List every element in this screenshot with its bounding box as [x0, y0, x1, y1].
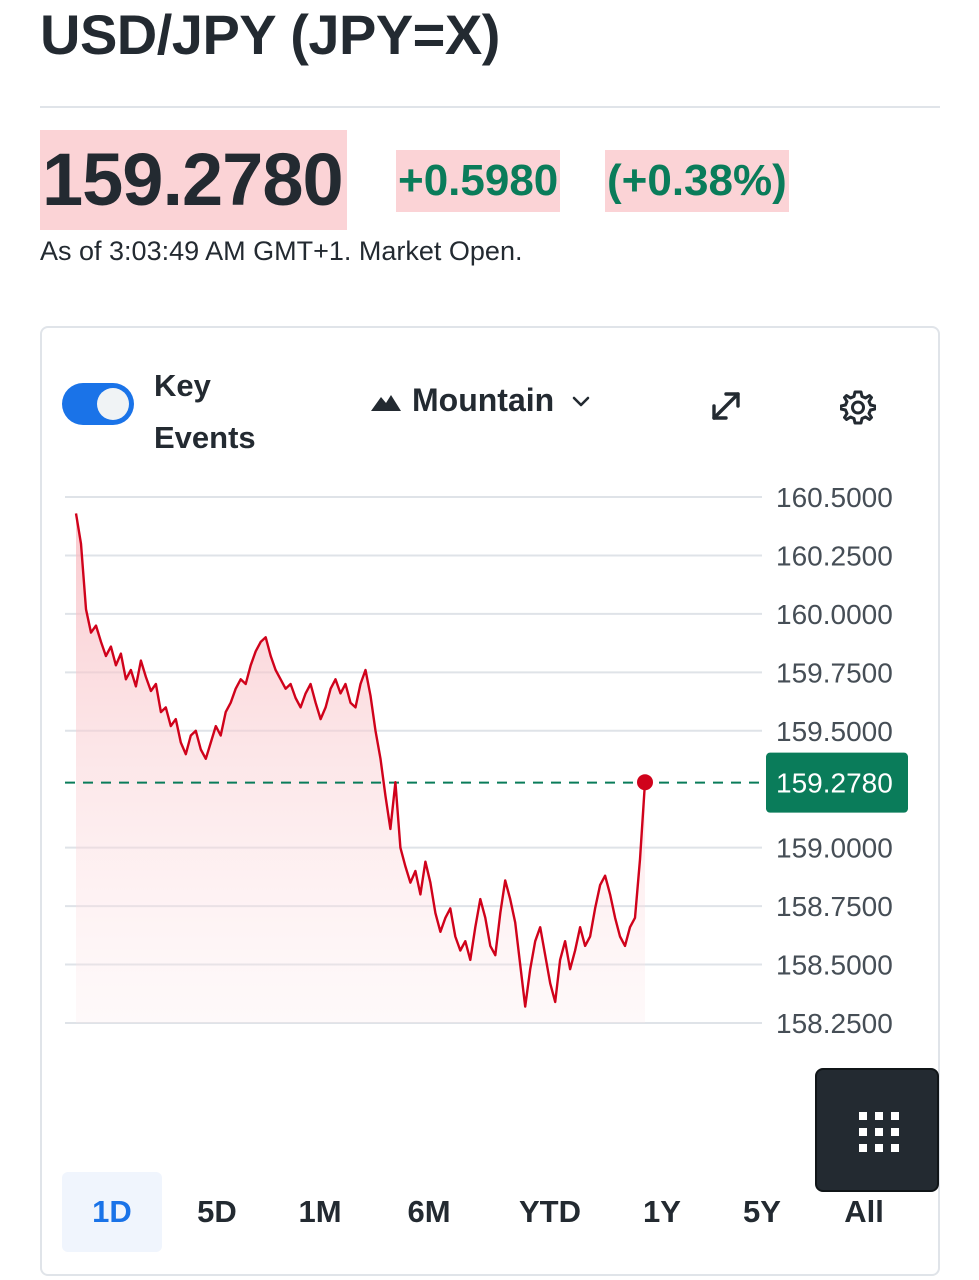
price-change-percent: (+0.38%): [605, 150, 789, 212]
header-divider: [40, 106, 940, 108]
last-price-badge: 159.2780: [766, 752, 908, 813]
price-chart[interactable]: 159.2780 160.5000 160.2500 160.0000 159.750…: [0, 470, 979, 1070]
range-tab-1m[interactable]: 1M: [298, 1194, 342, 1229]
range-tab-5y[interactable]: 5Y: [743, 1194, 781, 1229]
toggle-knob: [97, 388, 129, 420]
last-price-badge-label: 159.2780: [776, 768, 893, 799]
expand-icon[interactable]: [708, 388, 744, 424]
chart-type-label: Mountain: [412, 382, 555, 418]
price-area: [76, 513, 645, 1023]
page-title: USD/JPY (JPY=X): [40, 3, 500, 66]
y-tick-label: 159.0000: [776, 833, 893, 864]
range-tab-1d[interactable]: 1D: [62, 1172, 162, 1252]
price-line: [74, 513, 647, 1008]
range-tab-5d[interactable]: 5D: [197, 1194, 237, 1229]
key-events-label: Key Events: [154, 368, 256, 455]
y-tick-label: 160.2500: [776, 540, 893, 571]
y-tick-label: 160.5000: [776, 482, 893, 513]
y-tick-label: 158.2500: [776, 1008, 893, 1039]
range-tabs: 1D 5D 1M 6M YTD 1Y 5Y All: [62, 1172, 940, 1252]
chart-type-dropdown[interactable]: Mountain: [370, 382, 592, 419]
y-tick-label: 158.7500: [776, 891, 893, 922]
range-tab-6m[interactable]: 6M: [407, 1194, 451, 1229]
chart-card: [40, 326, 940, 1276]
y-tick-label: 160.0000: [776, 599, 893, 630]
apps-grid-button[interactable]: [815, 1068, 939, 1192]
range-tab-1y[interactable]: 1Y: [643, 1194, 681, 1229]
y-tick-label: 159.7500: [776, 657, 893, 688]
price-change: +0.5980: [396, 150, 561, 212]
mountain-icon: [371, 394, 401, 411]
key-events-toggle[interactable]: [62, 383, 134, 425]
grid-icon: [859, 1112, 899, 1152]
gear-icon[interactable]: [840, 389, 876, 425]
current-price: 159.2780: [40, 130, 347, 230]
y-tick-label: 159.5000: [776, 716, 893, 747]
y-tick-label: 158.5000: [776, 950, 893, 981]
range-tab-all[interactable]: All: [844, 1194, 884, 1229]
as-of-timestamp: As of 3:03:49 AM GMT+1. Market Open.: [40, 236, 523, 266]
range-tab-ytd[interactable]: YTD: [519, 1194, 581, 1229]
chevron-down-icon: [572, 396, 590, 406]
last-price-dot: [637, 774, 653, 791]
